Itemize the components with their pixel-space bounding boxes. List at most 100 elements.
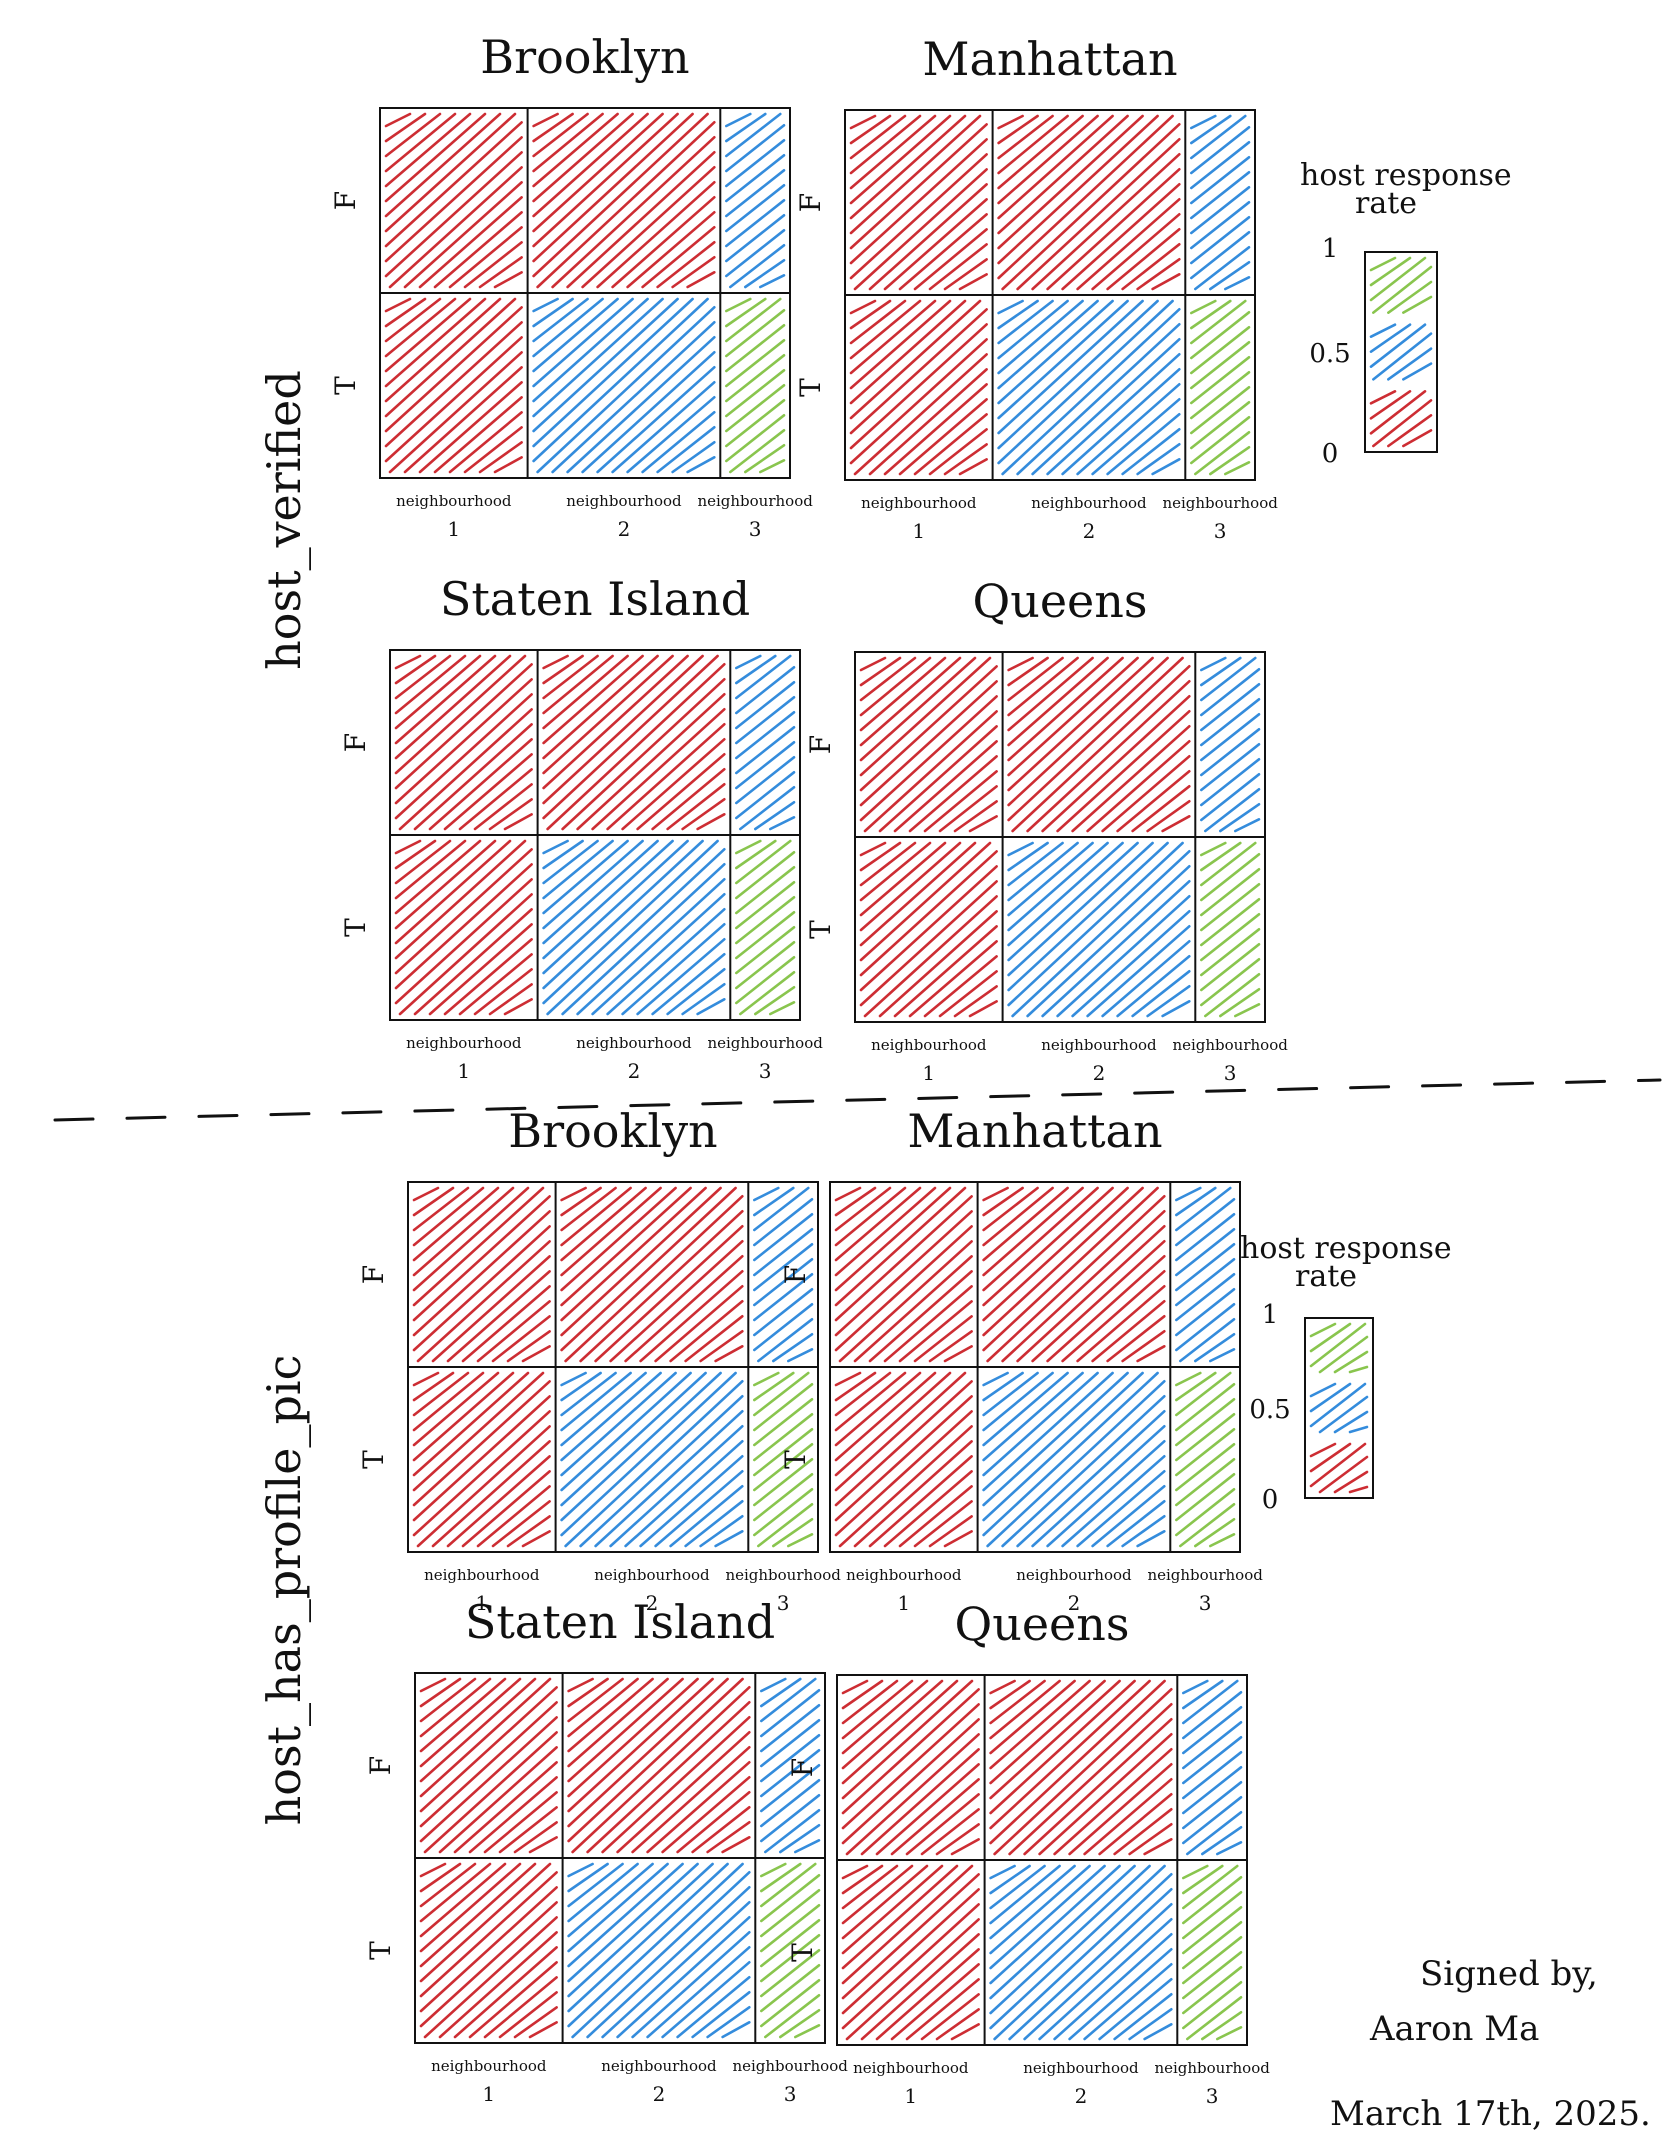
y-label-T: T <box>339 918 372 937</box>
cell-T-1 <box>849 299 988 476</box>
cell-T-3 <box>1190 299 1251 476</box>
x-label-neighbourhood: neighbourhood <box>1023 2059 1139 2077</box>
cell-T-2 <box>1007 841 1191 1018</box>
cell-T-1 <box>859 841 998 1018</box>
x-label-neighbourhood: neighbourhood <box>732 2057 848 2075</box>
cell-T-1 <box>834 1371 973 1548</box>
x-label-neighbourhood: neighbourhood <box>707 1034 823 1052</box>
x-label-number: 2 <box>1075 2084 1088 2108</box>
x-label-number: 2 <box>646 1591 659 1615</box>
x-label-neighbourhood: neighbourhood <box>431 2057 547 2075</box>
x-label-number: 3 <box>1214 519 1227 543</box>
legend-box <box>1304 1317 1374 1499</box>
cell-T-2 <box>982 1371 1166 1548</box>
legend-band-red <box>1369 390 1433 448</box>
cell-T-3 <box>735 839 796 1016</box>
x-label-number: 3 <box>1224 1061 1237 1085</box>
cell-T-1 <box>841 1864 980 2041</box>
x-label-number: 2 <box>1083 519 1096 543</box>
cell-F-1 <box>834 1186 973 1363</box>
x-label-neighbourhood: neighbourhood <box>1172 1036 1288 1054</box>
cell-T-2 <box>532 297 716 474</box>
y-label-F: F <box>779 1265 812 1284</box>
cell-T-3 <box>1200 841 1261 1018</box>
x-label-neighbourhood: neighbourhood <box>725 1566 841 1584</box>
panel-title: Brooklyn <box>480 30 689 84</box>
x-label-number: 3 <box>1206 2084 1219 2108</box>
legend-title: host response <box>1300 158 1512 193</box>
legend-band-red <box>1309 1442 1369 1494</box>
x-label-number: 2 <box>1068 1591 1081 1615</box>
cell-T-2 <box>989 1864 1173 2041</box>
cell-F-2 <box>989 1679 1173 1856</box>
legend-band-green <box>1369 256 1433 314</box>
cell-F-2 <box>997 114 1181 291</box>
cell-F-2 <box>532 112 716 289</box>
cell-F-1 <box>859 656 998 833</box>
panel-title: Manhattan <box>922 32 1177 86</box>
y-label-T: T <box>329 376 362 395</box>
panel-title: Manhattan <box>907 1104 1162 1158</box>
x-label-number: 3 <box>777 1591 790 1615</box>
legend-title: host response <box>1240 1231 1452 1266</box>
cell-T-3 <box>753 1371 814 1548</box>
y-label-T: T <box>786 1943 819 1962</box>
x-label-neighbourhood: neighbourhood <box>1154 2059 1270 2077</box>
x-label-neighbourhood: neighbourhood <box>1041 1036 1157 1054</box>
x-label-number: 2 <box>618 517 631 541</box>
cell-F-2 <box>567 1677 751 1854</box>
row-label-host-verified: host_verified <box>257 370 311 670</box>
panel-title: Queens <box>972 574 1147 628</box>
cell-T-1 <box>394 839 533 1016</box>
y-label-T: T <box>779 1450 812 1469</box>
x-label-neighbourhood: neighbourhood <box>566 492 682 510</box>
x-label-number: 3 <box>759 1059 772 1083</box>
cell-F-3 <box>725 112 786 289</box>
signature-line-3: March 17th, 2025. <box>1330 2094 1651 2134</box>
cell-T-1 <box>384 297 523 474</box>
cell-F-3 <box>1175 1186 1236 1363</box>
x-label-number: 1 <box>457 1059 470 1083</box>
y-label-T: T <box>804 920 837 939</box>
x-label-number: 3 <box>749 517 762 541</box>
cell-T-1 <box>419 1862 558 2039</box>
x-label-neighbourhood: neighbourhood <box>601 2057 717 2075</box>
y-label-F: F <box>794 193 827 212</box>
y-label-F: F <box>786 1758 819 1777</box>
y-label-F: F <box>364 1756 397 1775</box>
cell-F-2 <box>982 1186 1166 1363</box>
x-label-neighbourhood: neighbourhood <box>697 492 813 510</box>
panel-title: Queens <box>954 1597 1129 1651</box>
legend-band-blue <box>1309 1382 1369 1434</box>
x-label-neighbourhood: neighbourhood <box>1162 494 1278 512</box>
panel-title: Brooklyn <box>508 1104 717 1158</box>
x-label-neighbourhood: neighbourhood <box>594 1566 710 1584</box>
cell-F-1 <box>412 1186 551 1363</box>
cell-T-3 <box>760 1862 821 2039</box>
cell-T-3 <box>1175 1371 1236 1548</box>
x-label-neighbourhood: neighbourhood <box>853 2059 969 2077</box>
x-label-number: 1 <box>922 1061 935 1085</box>
cell-F-1 <box>419 1677 558 1854</box>
cell-F-3 <box>1200 656 1261 833</box>
x-label-number: 1 <box>475 1591 488 1615</box>
x-label-number: 1 <box>897 1591 910 1615</box>
y-label-F: F <box>329 191 362 210</box>
x-label-neighbourhood: neighbourhood <box>1016 1566 1132 1584</box>
x-label-number: 2 <box>628 1059 641 1083</box>
cell-F-3 <box>735 654 796 831</box>
row-label-host-has-profile-pic: host_has_profile_pic <box>257 1355 311 1826</box>
legend-tick: 0 <box>1262 1485 1279 1515</box>
x-label-neighbourhood: neighbourhood <box>1031 494 1147 512</box>
legend-band-green <box>1309 1322 1369 1374</box>
x-label-number: 2 <box>1093 1061 1106 1085</box>
cell-F-2 <box>542 654 726 831</box>
panel-title: Staten Island <box>440 572 750 626</box>
x-label-neighbourhood: neighbourhood <box>861 494 977 512</box>
cell-T-2 <box>997 299 1181 476</box>
